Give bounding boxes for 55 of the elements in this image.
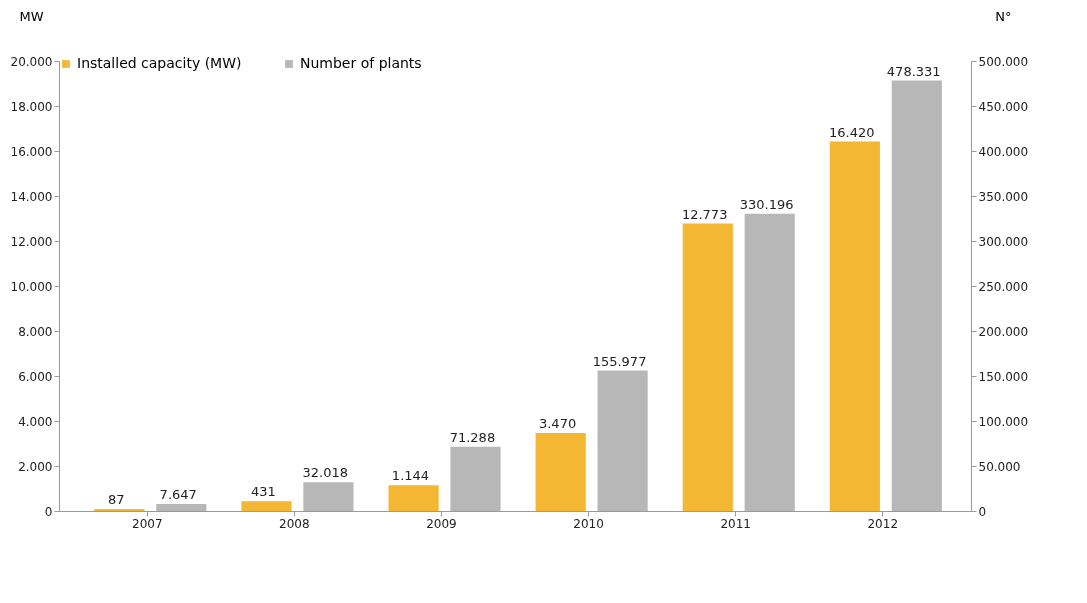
data-label: 16.420 — [829, 124, 875, 140]
y-axis-title: MW — [19, 8, 44, 24]
data-label: 87 — [108, 492, 125, 508]
bar — [829, 141, 880, 511]
bar — [682, 223, 733, 511]
y-tick-label: 12.000 — [10, 234, 53, 249]
x-tick-label: 2012 — [867, 516, 899, 531]
y2-tick-label: 200.000 — [978, 324, 1029, 339]
x-tick-label: 2009 — [426, 516, 457, 531]
bar — [303, 482, 354, 511]
x-tick-label: 2011 — [720, 516, 751, 531]
y-tick-label: 16.000 — [10, 144, 53, 159]
y2-tick-label: 450.000 — [978, 99, 1029, 114]
x-tick-label: 2008 — [279, 516, 310, 531]
data-label: 155.977 — [592, 353, 647, 369]
data-label: 7.647 — [159, 487, 197, 503]
y-tick-label: 10.000 — [10, 279, 53, 294]
x-tick-label: 2010 — [573, 516, 604, 531]
data-label: 12.773 — [681, 206, 728, 222]
y-tick-label: 4.000 — [18, 414, 53, 429]
y2-tick-label: 300.000 — [978, 234, 1029, 249]
data-label: 330.196 — [739, 196, 794, 212]
y-tick-label: 0 — [44, 504, 53, 519]
legend-label: Number of plants — [300, 55, 422, 71]
data-label: 478.331 — [886, 63, 941, 79]
y2-tick-label: 350.000 — [978, 189, 1029, 204]
bar — [388, 485, 439, 511]
y-tick-label: 6.000 — [18, 369, 53, 384]
data-label: 431 — [250, 484, 276, 500]
bar — [241, 501, 292, 511]
y-tick-label: 2.000 — [18, 459, 53, 474]
y-tick-label: 14.000 — [10, 189, 53, 204]
y2-tick-label: 100.000 — [978, 414, 1029, 429]
x-tick-label: 2007 — [131, 516, 163, 531]
y-tick-label: 18.000 — [10, 99, 53, 114]
y2-tick-label: 50.000 — [978, 459, 1021, 474]
bar — [450, 446, 501, 511]
y2-tick-label: 500.000 — [978, 54, 1029, 69]
bar — [597, 370, 648, 511]
legend-label: Installed capacity (MW) — [77, 55, 242, 71]
bar — [156, 504, 207, 511]
y2-tick-label: 250.000 — [978, 279, 1029, 294]
data-label: 3.470 — [538, 415, 577, 431]
data-label: 1.144 — [391, 468, 430, 484]
data-label: 71.288 — [449, 429, 496, 445]
y-tick-label: 20.000 — [10, 54, 53, 69]
bar — [535, 432, 586, 511]
y2-axis-title: N° — [995, 8, 1012, 24]
y2-tick-label: 0 — [978, 504, 987, 519]
bar — [891, 80, 942, 511]
y2-tick-label: 400.000 — [978, 144, 1029, 159]
y-tick-label: 8.000 — [18, 324, 53, 339]
data-label: 32.018 — [302, 465, 349, 481]
y2-tick-label: 150.000 — [978, 369, 1029, 384]
bar — [744, 213, 795, 511]
